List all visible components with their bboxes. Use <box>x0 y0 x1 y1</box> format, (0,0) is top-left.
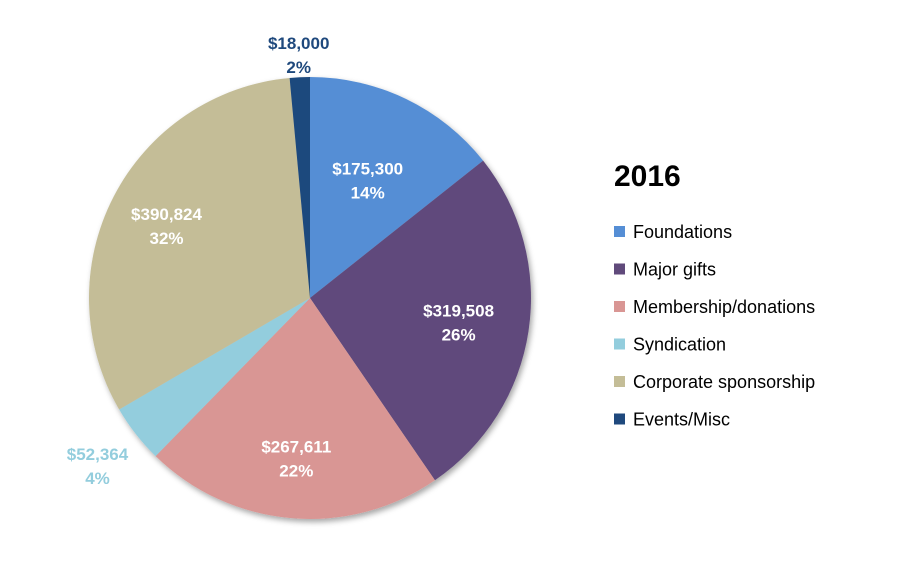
data-label-percent: 14% <box>351 184 385 203</box>
data-label-value: $267,611 <box>261 438 331 457</box>
legend-swatch <box>614 301 625 312</box>
legend-item: Foundations <box>614 222 732 242</box>
pie-data-labels: $175,300 14% $319,508 26% $267,611 22% $52,364… <box>67 34 494 488</box>
data-label-value: $319,508 <box>423 301 494 320</box>
data-label-percent: 2% <box>286 58 311 77</box>
data-label-value: $175,300 <box>332 160 403 179</box>
legend-label: Events/Misc <box>633 410 730 430</box>
legend-item: Corporate sponsorship <box>614 372 815 392</box>
legend-label: Corporate sponsorship <box>633 372 815 392</box>
pie-slice-corporate-sponsorship <box>88 77 310 410</box>
legend-swatch <box>614 226 625 237</box>
legend-label: Major gifts <box>633 260 716 280</box>
legend-swatch <box>614 263 625 275</box>
data-label-percent: 4% <box>85 469 110 488</box>
data-label-percent: 22% <box>279 462 313 481</box>
pie-slice-membership-donations <box>155 298 435 520</box>
legend-swatch <box>614 338 625 350</box>
pie-slice-foundations <box>310 77 484 298</box>
legend-item: Syndication <box>614 335 726 355</box>
data-label-value: $18,000 <box>268 34 329 53</box>
pie-slice-syndication <box>119 298 311 457</box>
legend-label: Membership/donations <box>633 297 815 317</box>
legend-label: Foundations <box>633 222 732 242</box>
data-label-value: $390,824 <box>131 205 202 224</box>
pie-slices <box>88 76 532 520</box>
legend-item: Events/Misc <box>614 410 730 430</box>
chart-title: 2016 <box>614 160 681 193</box>
data-label-percent: 32% <box>149 229 183 248</box>
legend-item: Major gifts <box>614 260 716 280</box>
legend-item: Membership/donations <box>614 297 815 317</box>
pie-slice-events-misc <box>289 76 310 298</box>
legend-label: Syndication <box>633 335 726 355</box>
legend: 2016 Foundations Major gifts Membership/do… <box>614 160 815 430</box>
data-label-value: $52,364 <box>67 445 129 464</box>
pie-slice-major-gifts <box>310 160 532 481</box>
legend-swatch <box>614 413 625 425</box>
data-label-percent: 26% <box>442 325 476 344</box>
legend-swatch <box>614 376 625 387</box>
